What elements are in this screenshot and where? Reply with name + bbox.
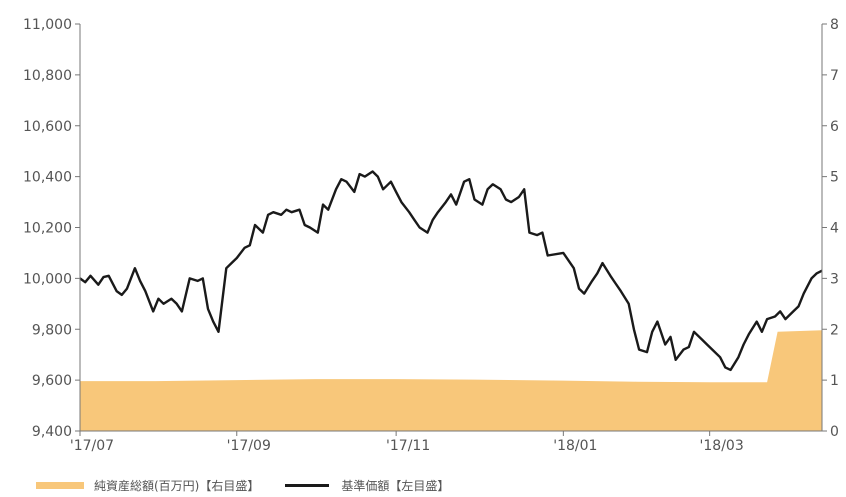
- right-tick-label: 6: [830, 119, 839, 135]
- x-tick-label: '18/03: [700, 438, 744, 454]
- right-tick-label: 8: [830, 17, 839, 33]
- right-tick-label: 7: [830, 68, 839, 84]
- legend-label-net-assets: 純資産総額(百万円)【右目盛】: [94, 479, 260, 493]
- legend-swatch-net-assets: [36, 482, 84, 489]
- net-assets-area-layer: [80, 330, 822, 431]
- left-tick-label: 9,400: [32, 424, 72, 440]
- x-tick-label: '17/07: [70, 438, 114, 454]
- left-tick-label: 9,800: [32, 322, 72, 338]
- right-tick-label: 3: [830, 271, 839, 287]
- left-tick-label: 10,200: [23, 221, 72, 237]
- right-tick-label: 0: [830, 424, 839, 440]
- right-tick-label: 1: [830, 373, 839, 389]
- x-tick-label: '17/09: [227, 438, 271, 454]
- nav-line: [79, 170, 823, 372]
- x-axis-tick-labels: '17/07 '17/09 '17/11 '18/01 '18/03: [70, 438, 744, 454]
- left-tick-label: 10,800: [23, 68, 72, 84]
- nav-line-layer: [79, 170, 823, 372]
- legend: 純資産総額(百万円)【右目盛】 基準価額【左目盛】: [36, 477, 449, 494]
- legend-swatch-nav: [285, 484, 330, 487]
- left-tick-label: 11,000: [23, 17, 72, 33]
- net-assets-area: [80, 330, 822, 431]
- left-tick-label: 10,000: [23, 271, 72, 287]
- right-tick-label: 4: [830, 221, 839, 237]
- left-axis-tick-labels: 9,400 9,600 9,800 10,000 10,200 10,400 10,600 1…: [23, 17, 72, 440]
- right-tick-label: 2: [830, 322, 839, 338]
- left-tick-label: 10,600: [23, 119, 72, 135]
- left-tick-label: 10,400: [23, 170, 72, 186]
- right-axis-tick-labels: 0 1 2 3 4 5 6 7 8: [830, 17, 839, 440]
- x-tick-label: '17/11: [386, 438, 430, 454]
- right-tick-label: 5: [830, 170, 839, 186]
- x-tick-label: '18/01: [553, 438, 597, 454]
- legend-label-nav: 基準価額【左目盛】: [341, 479, 450, 493]
- axes: [75, 23, 827, 436]
- left-tick-label: 9,600: [32, 373, 72, 389]
